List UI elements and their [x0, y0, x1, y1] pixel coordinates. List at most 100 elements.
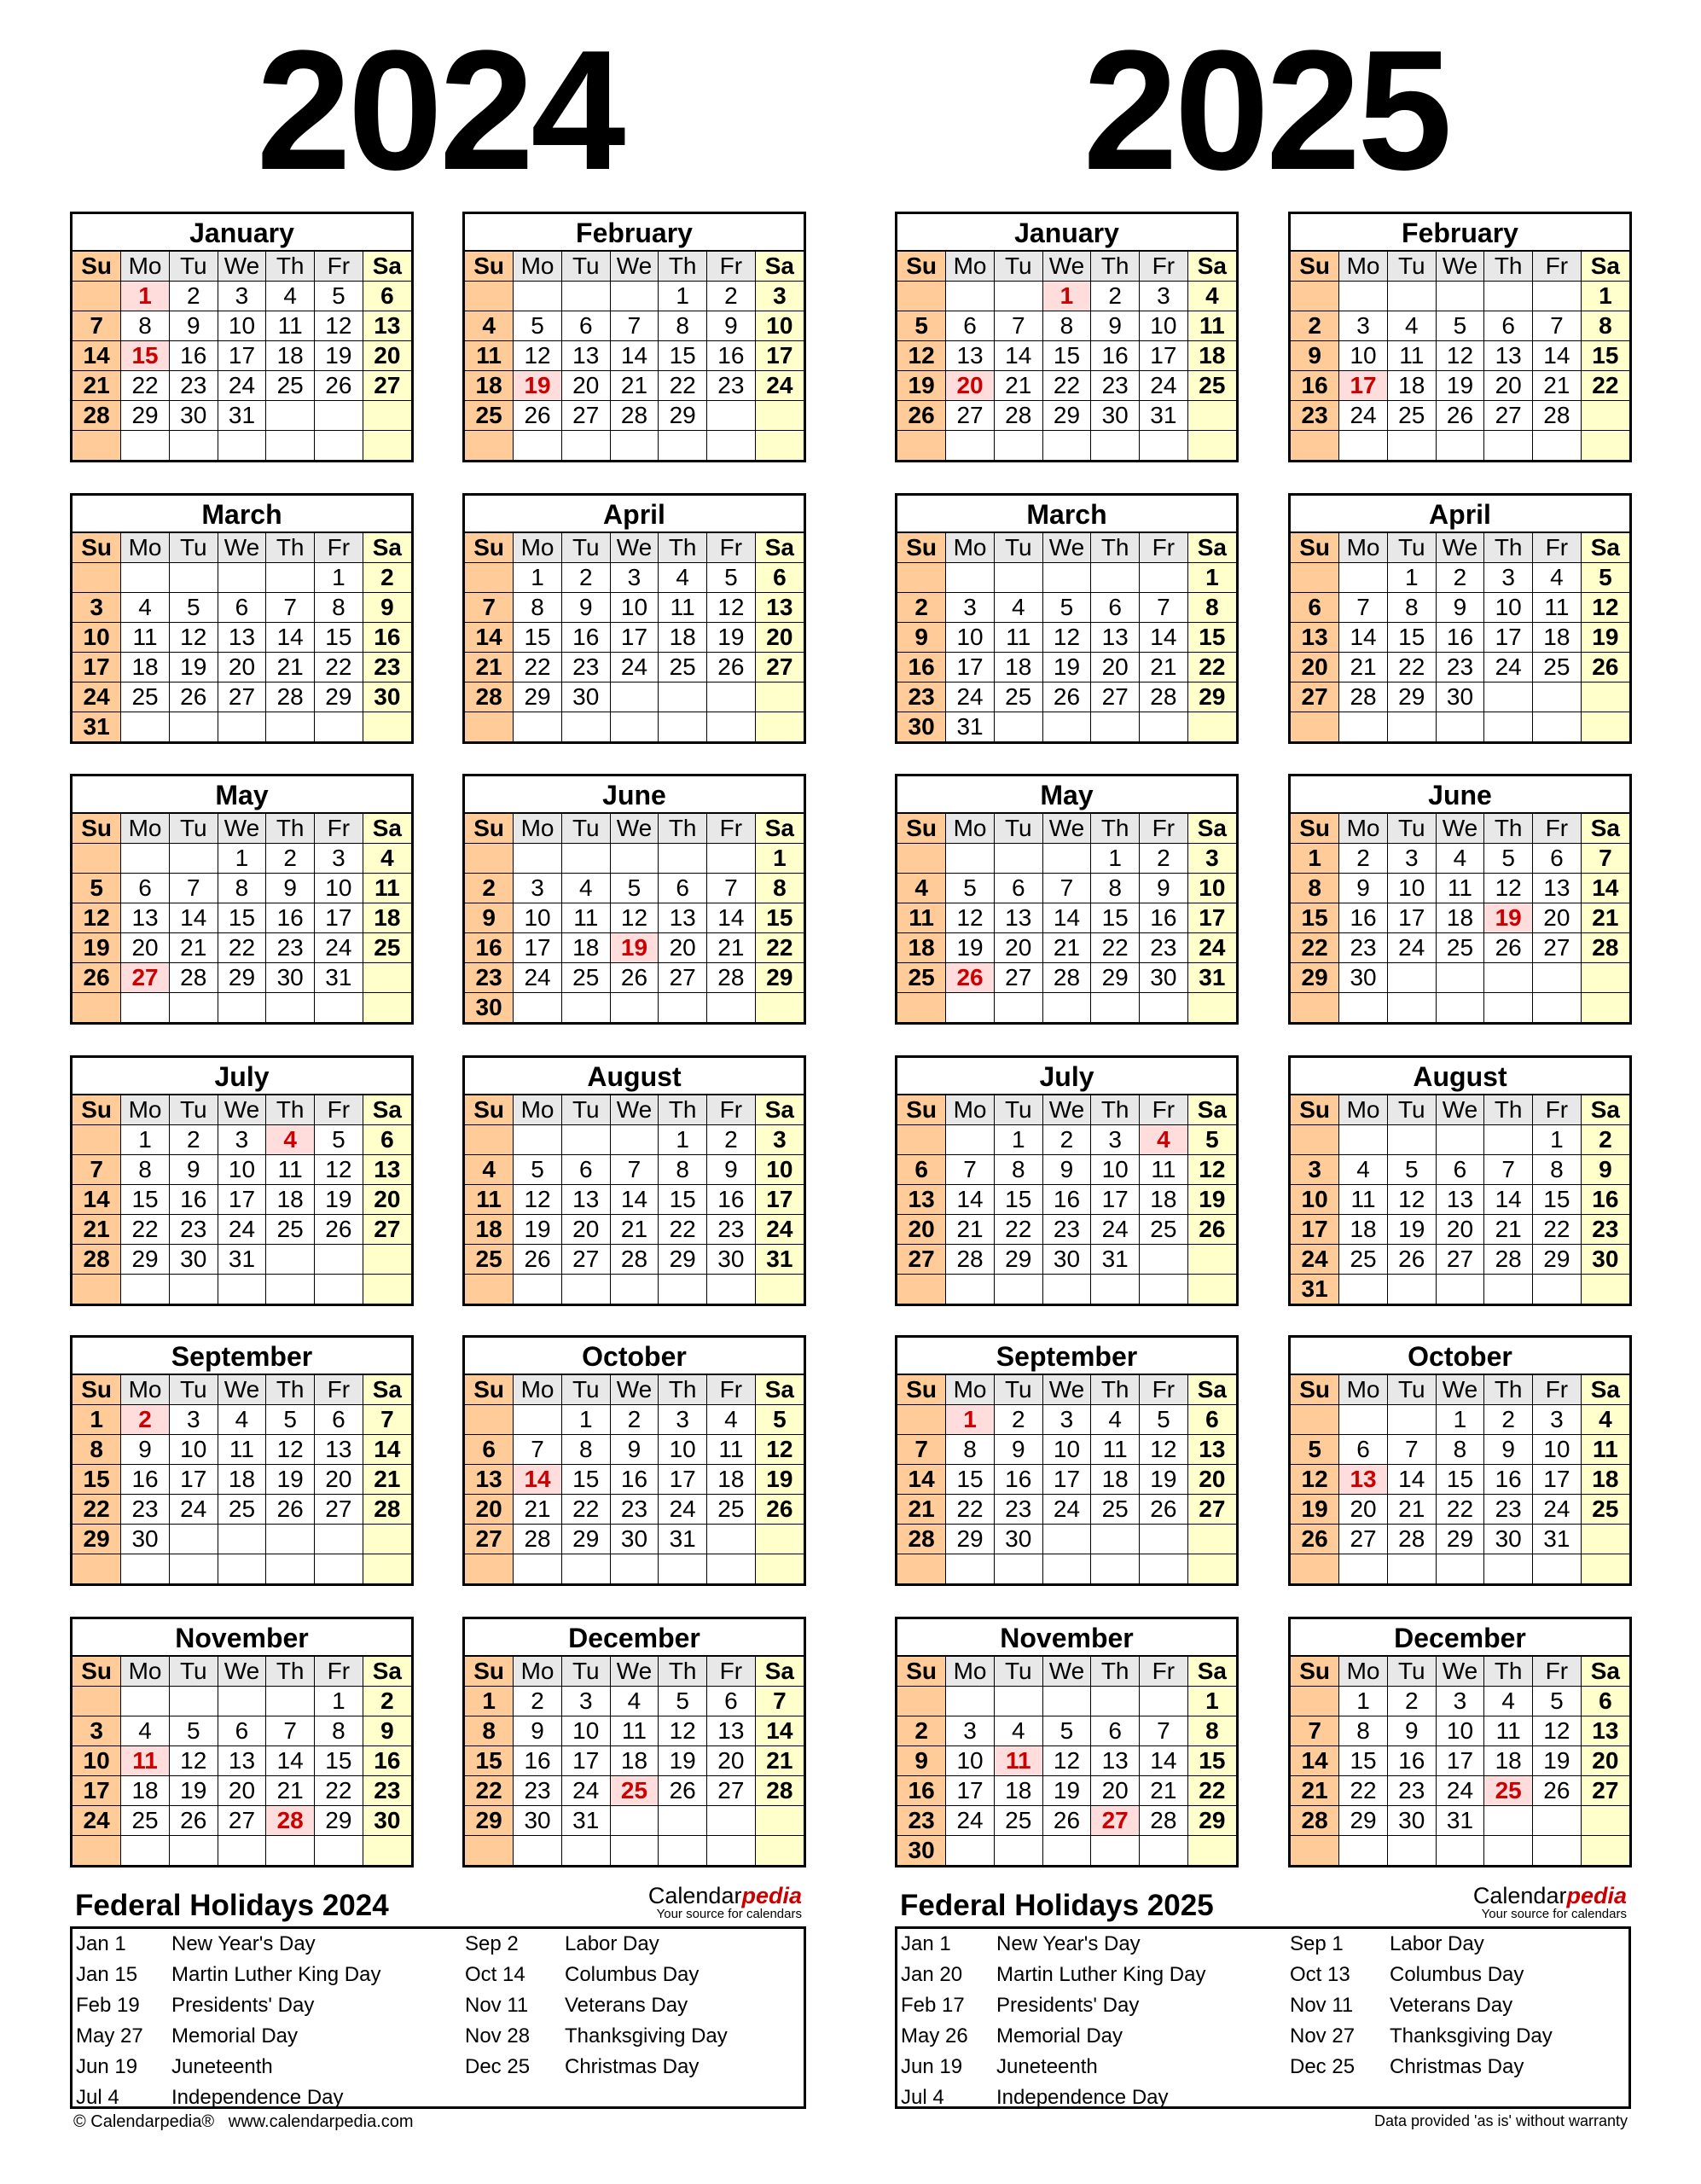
day-cell[interactable]: 3: [1090, 1124, 1141, 1155]
day-cell[interactable]: 14: [1386, 1464, 1437, 1495]
day-cell[interactable]: 23: [362, 1775, 411, 1806]
day-cell[interactable]: 20: [465, 1494, 514, 1525]
day-cell[interactable]: 11: [706, 1434, 756, 1465]
day-cell[interactable]: 11: [1338, 1184, 1388, 1215]
day-cell[interactable]: 25: [120, 682, 170, 712]
day-cell[interactable]: 28: [513, 1524, 562, 1554]
day-cell[interactable]: 21: [1386, 1494, 1437, 1525]
day-cell[interactable]: 3: [1483, 562, 1534, 593]
day-cell[interactable]: 3: [1435, 1686, 1485, 1716]
day-cell[interactable]: 22: [314, 1775, 363, 1806]
day-cell[interactable]: 5: [1291, 1434, 1340, 1465]
holiday-day-cell[interactable]: 1: [1042, 281, 1092, 311]
day-cell[interactable]: 1: [1532, 1124, 1582, 1155]
day-cell[interactable]: 27: [217, 1805, 267, 1836]
day-cell[interactable]: 16: [706, 340, 756, 371]
day-cell[interactable]: 8: [1435, 1434, 1485, 1465]
day-cell[interactable]: 5: [73, 873, 122, 903]
day-cell[interactable]: 26: [1532, 1775, 1582, 1806]
day-cell[interactable]: 23: [513, 1775, 562, 1806]
day-cell[interactable]: 1: [658, 281, 708, 311]
day-cell[interactable]: 20: [993, 932, 1043, 963]
day-cell[interactable]: 11: [217, 1434, 267, 1465]
holiday-day-cell[interactable]: 28: [265, 1805, 316, 1836]
day-cell[interactable]: 19: [314, 1184, 363, 1215]
day-cell[interactable]: 20: [706, 1745, 756, 1776]
day-cell[interactable]: 24: [754, 370, 804, 401]
day-cell[interactable]: 3: [1291, 1154, 1340, 1185]
day-cell[interactable]: 30: [560, 682, 611, 712]
day-cell[interactable]: 9: [362, 1716, 411, 1746]
day-cell[interactable]: 11: [265, 311, 316, 341]
day-cell[interactable]: 4: [993, 1716, 1043, 1746]
day-cell[interactable]: 24: [314, 932, 363, 963]
day-cell[interactable]: 1: [1580, 281, 1629, 311]
day-cell[interactable]: 13: [897, 1184, 947, 1215]
day-cell[interactable]: 7: [1139, 592, 1188, 623]
day-cell[interactable]: 13: [1090, 1745, 1141, 1776]
day-cell[interactable]: 14: [265, 622, 316, 653]
day-cell[interactable]: 18: [993, 1775, 1043, 1806]
day-cell[interactable]: 23: [362, 652, 411, 682]
day-cell[interactable]: 18: [897, 932, 947, 963]
day-cell[interactable]: 2: [168, 281, 218, 311]
day-cell[interactable]: 23: [1042, 1214, 1092, 1245]
day-cell[interactable]: 4: [1090, 1404, 1141, 1435]
day-cell[interactable]: 14: [73, 1184, 122, 1215]
day-cell[interactable]: 26: [314, 370, 363, 401]
day-cell[interactable]: 16: [706, 1184, 756, 1215]
day-cell[interactable]: 13: [1580, 1716, 1629, 1746]
day-cell[interactable]: 12: [1532, 1716, 1582, 1746]
day-cell[interactable]: 22: [754, 932, 804, 963]
day-cell[interactable]: 22: [314, 652, 363, 682]
day-cell[interactable]: 5: [1580, 562, 1629, 593]
day-cell[interactable]: 21: [993, 370, 1043, 401]
day-cell[interactable]: 25: [1532, 652, 1582, 682]
day-cell[interactable]: 9: [1291, 340, 1340, 371]
day-cell[interactable]: 17: [314, 903, 363, 933]
day-cell[interactable]: 3: [1042, 1404, 1092, 1435]
day-cell[interactable]: 29: [1435, 1524, 1485, 1554]
day-cell[interactable]: 16: [513, 1745, 562, 1776]
day-cell[interactable]: 15: [560, 1464, 611, 1495]
day-cell[interactable]: 6: [1532, 843, 1582, 874]
day-cell[interactable]: 4: [993, 592, 1043, 623]
day-cell[interactable]: 24: [1291, 1244, 1340, 1275]
holiday-day-cell[interactable]: 26: [945, 962, 995, 993]
day-cell[interactable]: 12: [1042, 622, 1092, 653]
day-cell[interactable]: 15: [120, 1184, 170, 1215]
day-cell[interactable]: 22: [217, 932, 267, 963]
day-cell[interactable]: 16: [1291, 370, 1340, 401]
day-cell[interactable]: 14: [465, 622, 514, 653]
day-cell[interactable]: 21: [609, 370, 659, 401]
day-cell[interactable]: 1: [658, 1124, 708, 1155]
day-cell[interactable]: 13: [120, 903, 170, 933]
day-cell[interactable]: 23: [168, 1214, 218, 1245]
day-cell[interactable]: 6: [560, 1154, 611, 1185]
day-cell[interactable]: 9: [168, 1154, 218, 1185]
day-cell[interactable]: 10: [1386, 873, 1437, 903]
day-cell[interactable]: 2: [706, 281, 756, 311]
day-cell[interactable]: 17: [1139, 340, 1188, 371]
day-cell[interactable]: 7: [1139, 1716, 1188, 1746]
day-cell[interactable]: 26: [1042, 1805, 1092, 1836]
day-cell[interactable]: 12: [1139, 1434, 1188, 1465]
day-cell[interactable]: 31: [1291, 1274, 1340, 1304]
day-cell[interactable]: 4: [1435, 843, 1485, 874]
day-cell[interactable]: 22: [1532, 1214, 1582, 1245]
day-cell[interactable]: 29: [945, 1524, 995, 1554]
day-cell[interactable]: 9: [513, 1716, 562, 1746]
day-cell[interactable]: 22: [513, 652, 562, 682]
day-cell[interactable]: 24: [1090, 1214, 1141, 1245]
day-cell[interactable]: 13: [217, 622, 267, 653]
day-cell[interactable]: 19: [265, 1464, 316, 1495]
day-cell[interactable]: 22: [1435, 1494, 1485, 1525]
day-cell[interactable]: 2: [465, 873, 514, 903]
day-cell[interactable]: 16: [120, 1464, 170, 1495]
day-cell[interactable]: 15: [1386, 622, 1437, 653]
day-cell[interactable]: 28: [265, 682, 316, 712]
day-cell[interactable]: 23: [168, 370, 218, 401]
day-cell[interactable]: 7: [754, 1686, 804, 1716]
day-cell[interactable]: 6: [658, 873, 708, 903]
day-cell[interactable]: 17: [945, 1775, 995, 1806]
